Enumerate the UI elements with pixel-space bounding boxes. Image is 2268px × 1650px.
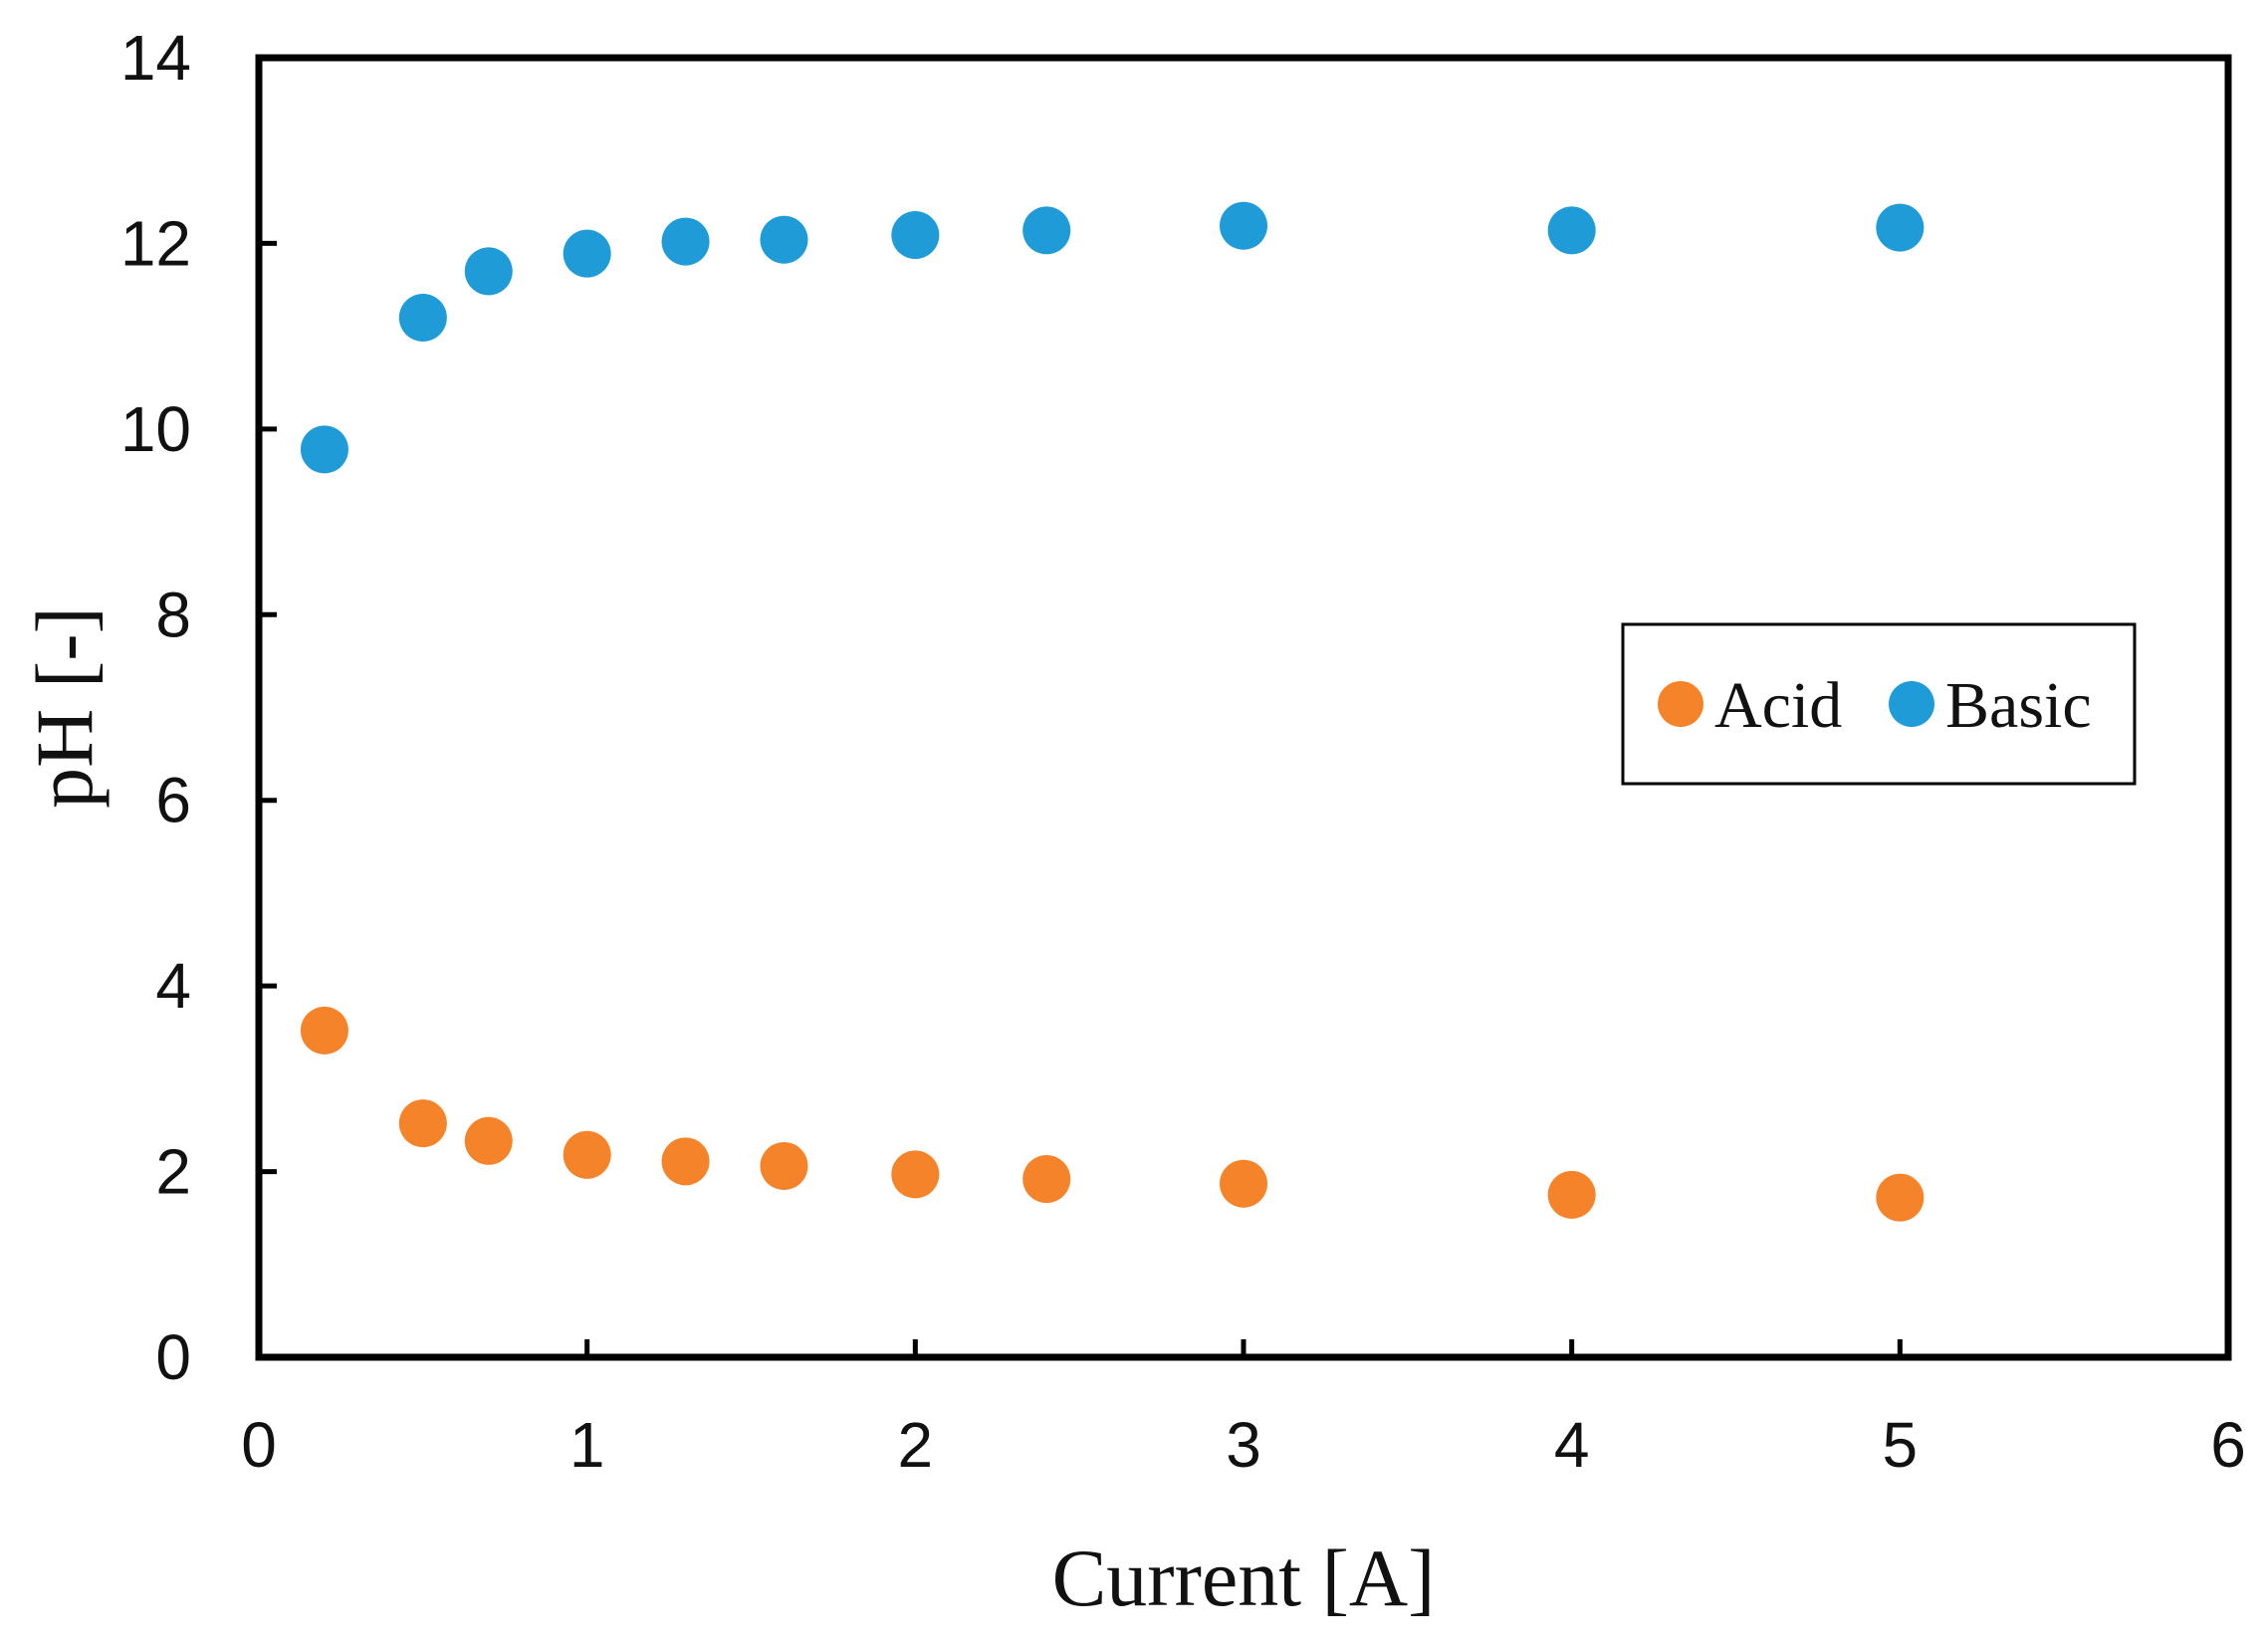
basic-point — [563, 229, 611, 278]
basic-point — [760, 215, 808, 264]
x-tick-label: 2 — [898, 1409, 934, 1481]
y-tick-label: 14 — [120, 22, 191, 94]
legend-label-acid: Acid — [1714, 669, 1842, 742]
x-tick-label: 3 — [1226, 1409, 1261, 1481]
acid-point — [398, 1099, 447, 1148]
basic-point — [300, 425, 348, 474]
y-tick-label: 8 — [155, 579, 191, 650]
basic-point — [891, 211, 940, 260]
legend-marker-acid — [1658, 681, 1703, 727]
legend: Acid Basic — [1621, 622, 2137, 786]
data-points — [300, 201, 1925, 1222]
acid-point — [760, 1141, 808, 1190]
basic-point — [1022, 206, 1071, 255]
acid-point — [563, 1130, 611, 1179]
y-tick-label: 4 — [155, 950, 191, 1022]
x-tick-label: 6 — [2210, 1409, 2246, 1481]
y-tick-label: 2 — [155, 1136, 191, 1208]
acid-point — [1220, 1159, 1267, 1208]
acid-point — [661, 1137, 710, 1186]
acid-point — [464, 1116, 513, 1165]
acid-point — [1876, 1173, 1925, 1222]
series-basic — [300, 201, 1925, 474]
basic-point — [398, 294, 447, 342]
y-tick-label: 0 — [155, 1321, 191, 1393]
x-axis-ticks: 0 1 2 3 4 5 6 — [241, 1339, 2246, 1481]
legend-label-basic: Basic — [1945, 669, 2092, 742]
basic-point — [1876, 203, 1925, 252]
legend-box — [1621, 622, 2137, 786]
basic-point — [1547, 206, 1596, 255]
series-acid — [300, 1006, 1925, 1222]
acid-point — [1022, 1155, 1071, 1204]
x-tick-label: 4 — [1554, 1409, 1590, 1481]
y-tick-label: 6 — [155, 765, 191, 836]
acid-point — [300, 1006, 348, 1055]
acid-point — [1547, 1170, 1596, 1219]
x-tick-label: 1 — [569, 1409, 605, 1481]
acid-point — [891, 1150, 940, 1199]
y-axis-ticks: 0 2 4 6 8 10 12 14 — [120, 22, 277, 1393]
y-tick-label: 10 — [120, 393, 191, 465]
y-axis-title: pH [-] — [19, 606, 110, 809]
basic-point — [464, 247, 513, 296]
x-tick-label: 5 — [1883, 1409, 1919, 1481]
basic-point — [661, 217, 710, 266]
x-tick-label: 0 — [241, 1409, 277, 1481]
x-axis-title: Current [A] — [1052, 1532, 1436, 1623]
y-tick-label: 12 — [120, 207, 191, 279]
basic-point — [1220, 201, 1267, 250]
legend-marker-basic — [1889, 681, 1934, 727]
